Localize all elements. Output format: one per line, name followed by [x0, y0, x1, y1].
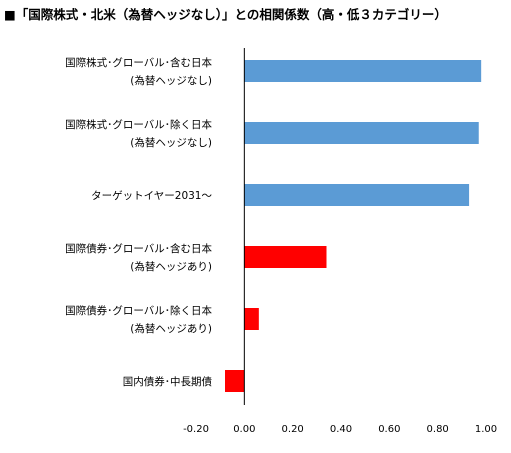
- x-tick-label-5: 0.60: [378, 424, 400, 435]
- bars-group: [225, 60, 482, 392]
- category-label-1-line-2: (為替ヘッジなし): [130, 74, 212, 87]
- chart-title: ■「国際株式・北米（為替ヘッジなし）」との相関係数（高・低３カテゴリー）: [4, 7, 447, 22]
- x-tick-label-1: -0.20: [183, 424, 209, 435]
- category-label-4-line-2: (為替ヘッジあり): [130, 260, 212, 273]
- tick-labels-group: -0.20 0.00 0.20 0.40 0.60 0.80 1.00: [183, 424, 497, 435]
- category-label-2-line-2: (為替ヘッジなし): [130, 136, 212, 149]
- x-tick-label-2: 0.00: [233, 424, 255, 435]
- category-label-6-line-1: 国内債券･中長期債: [123, 375, 213, 388]
- bar-6: [225, 370, 245, 392]
- category-label-3-line-1: ターゲットイヤー2031〜: [91, 190, 212, 202]
- category-label-5-line-2: (為替ヘッジあり): [130, 322, 212, 335]
- category-label-1-line-1: 国際株式･グローバル･含む日本: [65, 56, 212, 69]
- bar-3: [244, 184, 470, 206]
- category-label-2-line-1: 国際株式･グローバル･除く日本: [65, 118, 212, 131]
- x-tick-label-4: 0.40: [330, 424, 352, 435]
- x-tick-label-3: 0.20: [282, 424, 304, 435]
- x-tick-label-7: 1.00: [475, 424, 497, 435]
- bar-2: [244, 122, 479, 144]
- category-label-5-line-1: 国際債券･グローバル･除く日本: [65, 304, 212, 317]
- category-label-4-line-1: 国際債券･グローバル･含む日本: [65, 242, 212, 255]
- bar-1: [244, 60, 482, 82]
- x-tick-label-6: 0.80: [427, 424, 449, 435]
- bar-5: [244, 308, 259, 330]
- bar-4: [244, 246, 327, 268]
- category-labels-group: 国際株式･グローバル･含む日本 (為替ヘッジなし) 国際株式･グローバル･除く日本 (…: [65, 56, 212, 388]
